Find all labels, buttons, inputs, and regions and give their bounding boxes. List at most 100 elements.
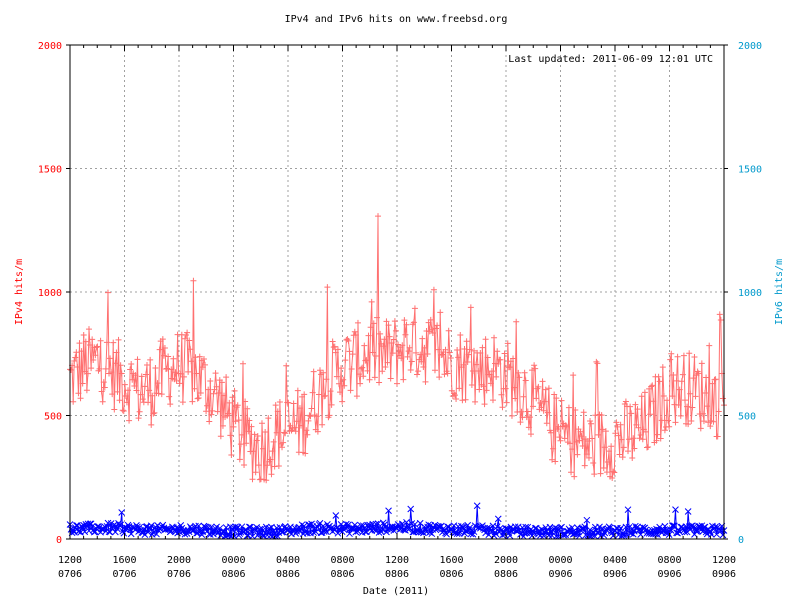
data-point-marker bbox=[195, 395, 202, 402]
data-point-marker bbox=[215, 389, 222, 396]
data-point-marker bbox=[543, 420, 550, 427]
data-point-marker bbox=[78, 348, 85, 355]
data-point-marker bbox=[681, 528, 689, 536]
data-point-marker bbox=[200, 355, 207, 362]
data-point-marker bbox=[486, 371, 493, 378]
data-point-marker bbox=[253, 437, 260, 444]
data-point-marker bbox=[457, 331, 464, 338]
data-point-marker bbox=[578, 525, 585, 533]
data-point-marker bbox=[407, 505, 415, 513]
data-point-marker bbox=[421, 344, 428, 351]
data-point-marker bbox=[487, 380, 494, 387]
data-point-marker bbox=[341, 382, 348, 389]
data-point-marker bbox=[319, 522, 327, 530]
data-point-marker bbox=[107, 355, 114, 362]
data-point-marker bbox=[78, 522, 85, 530]
data-point-marker bbox=[241, 526, 249, 534]
data-point-marker bbox=[430, 286, 437, 293]
data-point-marker bbox=[664, 397, 671, 404]
data-point-marker bbox=[245, 428, 252, 435]
data-point-marker bbox=[226, 399, 233, 406]
data-point-marker bbox=[587, 418, 594, 425]
data-point-marker bbox=[699, 410, 706, 417]
data-point-marker bbox=[118, 370, 125, 377]
data-point-marker bbox=[156, 346, 163, 353]
x-tick-label-hour: 0800 bbox=[330, 555, 354, 566]
data-point-marker bbox=[444, 523, 451, 531]
data-point-marker bbox=[305, 417, 312, 424]
data-point-marker bbox=[83, 387, 90, 394]
y-tick-label-right: 2000 bbox=[738, 41, 762, 52]
data-point-marker bbox=[98, 388, 105, 395]
data-point-marker bbox=[129, 376, 136, 383]
data-point-marker bbox=[212, 370, 219, 377]
data-point-marker bbox=[365, 332, 372, 339]
data-point-marker bbox=[620, 444, 627, 451]
data-point-marker bbox=[195, 522, 203, 530]
data-point-marker bbox=[89, 336, 96, 343]
data-point-marker bbox=[357, 380, 364, 387]
data-point-marker bbox=[558, 397, 565, 404]
data-point-marker bbox=[580, 409, 587, 416]
data-point-marker bbox=[624, 506, 632, 514]
data-point-marker bbox=[419, 335, 426, 342]
data-point-marker bbox=[585, 454, 592, 461]
data-point-marker bbox=[489, 397, 496, 404]
data-point-marker bbox=[208, 411, 215, 418]
data-point-marker bbox=[626, 436, 633, 443]
data-point-marker bbox=[88, 365, 95, 372]
data-point-marker bbox=[683, 528, 691, 536]
data-point-marker bbox=[228, 451, 235, 458]
data-point-marker bbox=[96, 365, 103, 372]
data-point-marker bbox=[580, 525, 588, 532]
data-point-marker bbox=[145, 399, 152, 406]
data-point-marker bbox=[480, 383, 487, 390]
x-tick-label-hour: 0400 bbox=[603, 555, 627, 566]
data-point-marker bbox=[506, 532, 514, 540]
data-point-marker bbox=[391, 318, 398, 325]
data-point-marker bbox=[524, 408, 531, 415]
data-point-marker bbox=[599, 426, 606, 433]
data-point-marker bbox=[645, 443, 652, 450]
data-point-marker bbox=[531, 524, 539, 532]
data-point-marker bbox=[618, 436, 625, 443]
data-point-marker bbox=[627, 403, 634, 410]
data-point-marker bbox=[717, 316, 724, 323]
data-point-marker bbox=[93, 344, 100, 351]
data-point-marker bbox=[166, 393, 173, 400]
data-point-marker bbox=[202, 361, 209, 368]
data-point-marker bbox=[668, 522, 676, 529]
data-point-marker bbox=[206, 418, 213, 425]
data-point-marker bbox=[586, 526, 594, 534]
data-point-marker bbox=[152, 365, 159, 372]
data-point-marker bbox=[111, 406, 118, 413]
data-point-marker bbox=[80, 332, 87, 339]
data-point-marker bbox=[88, 523, 96, 530]
x-tick-label-day: 0806 bbox=[330, 569, 354, 580]
data-point-marker bbox=[619, 454, 626, 461]
data-point-marker bbox=[334, 346, 341, 353]
data-point-marker bbox=[467, 304, 474, 311]
data-point-marker bbox=[146, 387, 153, 394]
data-point-marker bbox=[638, 393, 645, 400]
data-point-marker bbox=[232, 523, 239, 531]
data-point-marker bbox=[678, 378, 685, 385]
data-point-marker bbox=[282, 430, 289, 437]
data-point-marker bbox=[418, 358, 425, 365]
data-point-marker bbox=[583, 451, 590, 458]
y-tick-label-left: 500 bbox=[44, 412, 62, 423]
data-point-marker bbox=[84, 520, 92, 528]
data-point-marker bbox=[72, 354, 79, 361]
y-tick-label-right: 0 bbox=[738, 535, 744, 546]
data-point-marker bbox=[274, 408, 281, 415]
data-point-marker bbox=[306, 521, 313, 529]
data-point-marker bbox=[309, 389, 316, 396]
data-point-marker bbox=[544, 409, 551, 416]
data-point-marker bbox=[558, 523, 565, 531]
data-point-marker bbox=[245, 523, 253, 531]
data-point-marker bbox=[385, 322, 392, 329]
data-point-marker bbox=[702, 389, 709, 396]
data-point-marker bbox=[249, 532, 256, 540]
data-point-marker bbox=[236, 456, 243, 463]
data-point-marker bbox=[695, 370, 702, 377]
